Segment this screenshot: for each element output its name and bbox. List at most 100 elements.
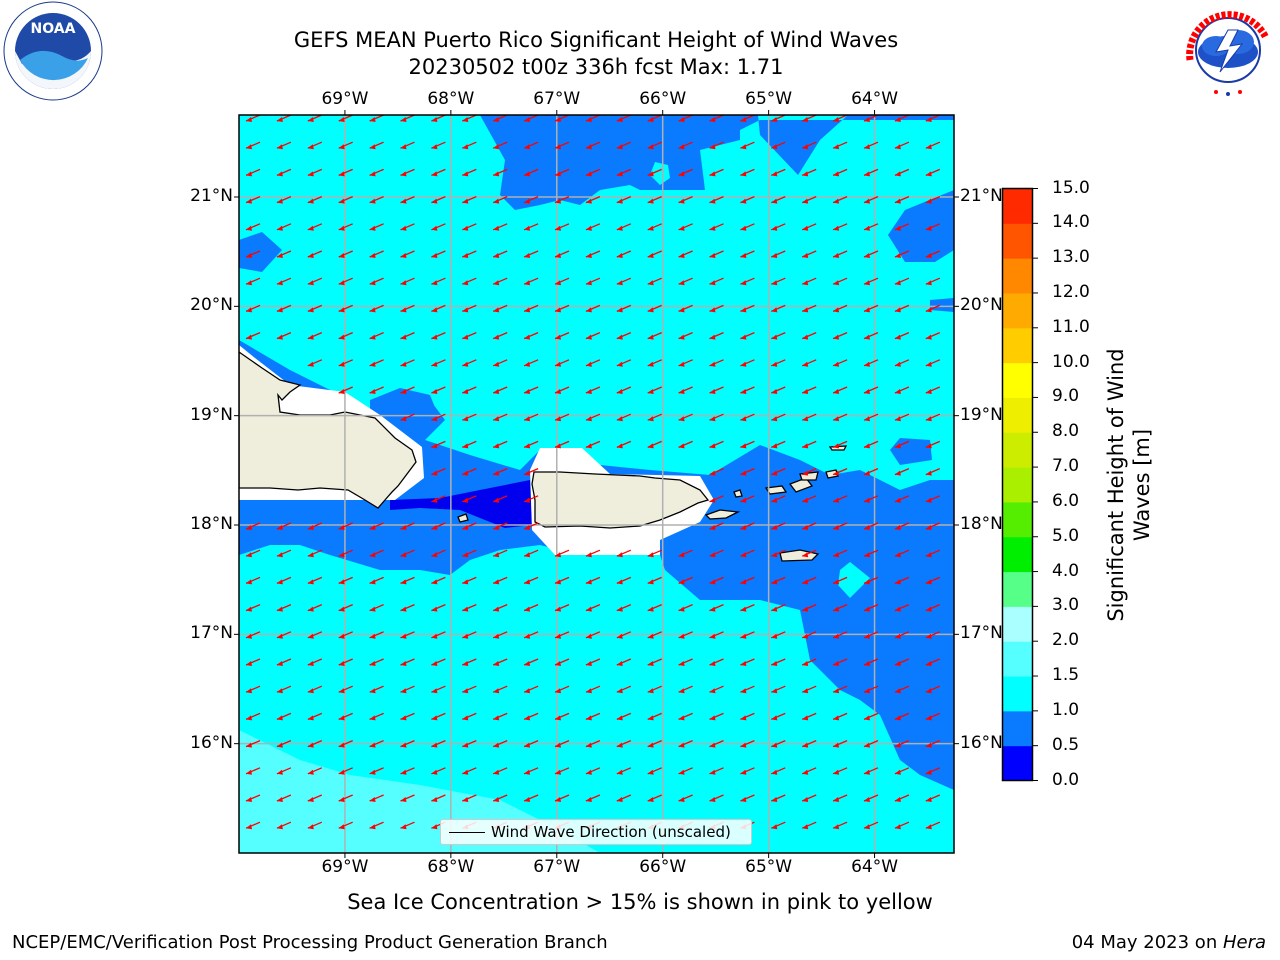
- wave-direction-arrow: [801, 304, 817, 313]
- colorbar-band: [1002, 362, 1033, 398]
- wave-direction-arrow: [276, 332, 292, 340]
- wave-direction-arrow: [709, 740, 724, 748]
- wave-direction-arrow: [338, 304, 353, 313]
- wave-direction-arrow: [616, 712, 632, 721]
- wave-direction-arrow: [801, 576, 817, 585]
- wave-direction-arrow: [369, 576, 384, 585]
- wave-direction-arrow: [585, 658, 601, 666]
- wave-direction-arrow: [245, 549, 261, 558]
- wave-direction-arrow: [801, 196, 817, 204]
- colorbar-tick-label: 6.0: [1052, 490, 1080, 511]
- wave-direction-arrow: [369, 767, 384, 775]
- wave-direction-arrow: [616, 685, 632, 694]
- wave-direction-arrow: [740, 413, 755, 422]
- wave-direction-arrow: [462, 115, 477, 122]
- wave-direction-arrow: [678, 631, 693, 639]
- wave-direction-arrow: [801, 168, 817, 177]
- wave-direction-arrow: [492, 168, 508, 177]
- wave-direction-arrow: [554, 712, 570, 721]
- wave-zone-ne2: [930, 298, 954, 312]
- wave-direction-arrow: [678, 304, 693, 313]
- wave-direction-arrow: [276, 604, 292, 612]
- wave-direction-arrow: [801, 495, 817, 503]
- wave-direction-arrow: [338, 386, 353, 394]
- colorbar-band: [1002, 571, 1033, 607]
- wave-direction-arrow: [554, 604, 570, 612]
- wave-direction-arrow: [400, 631, 415, 639]
- wave-direction-arrow: [771, 712, 786, 721]
- wave-direction-arrow: [647, 576, 662, 585]
- wave-direction-arrow: [894, 576, 910, 585]
- wave-direction-arrow: [832, 685, 848, 694]
- wave-direction-arrow: [832, 413, 848, 422]
- wave-direction-arrow: [616, 277, 632, 286]
- wave-direction-arrow: [554, 794, 570, 802]
- wave-direction-arrow: [585, 631, 601, 639]
- wave-direction-arrow: [462, 631, 477, 639]
- lat-tick-label: 19°N: [190, 404, 233, 425]
- wave-direction-arrow: [832, 440, 848, 449]
- chart-subtitle: 20230502 t00z 336h fcst Max: 1.71: [408, 55, 784, 79]
- wave-direction-arrow: [462, 549, 477, 558]
- wave-direction-arrow: [801, 386, 817, 394]
- wave-direction-arrow: [585, 196, 601, 204]
- wave-direction-arrow: [647, 712, 662, 721]
- wave-direction-arrow: [771, 141, 786, 150]
- wave-direction-arrow: [338, 631, 353, 639]
- noaa-logo-text: NOAA: [31, 21, 76, 37]
- lat-tick-label: 21°N: [960, 186, 1003, 206]
- wave-direction-arrow: [709, 332, 724, 340]
- colorbar-band: [1002, 676, 1033, 712]
- footer-date-text: 04 May 2023 on: [1071, 932, 1223, 953]
- wave-direction-arrow: [431, 196, 446, 204]
- wave-direction-arrow: [554, 413, 570, 422]
- wave-direction-arrow: [585, 332, 601, 340]
- wave-direction-arrow: [276, 250, 292, 258]
- wave-direction-arrow: [647, 332, 662, 340]
- wave-direction-arrow: [369, 359, 384, 367]
- wave-direction-arrow: [492, 386, 508, 394]
- wave-direction-arrow: [431, 740, 446, 748]
- wave-direction-arrow: [523, 712, 539, 721]
- wave-direction-arrow: [523, 604, 539, 612]
- wave-direction-arrow: [894, 413, 910, 422]
- wave-direction-arrow: [740, 168, 755, 177]
- wave-direction-arrow: [616, 250, 632, 258]
- wave-direction-arrow: [647, 196, 662, 204]
- wave-direction-arrow: [585, 712, 601, 721]
- wave-direction-arrow: [338, 712, 353, 721]
- colorbar-tick-label: 4.0: [1052, 560, 1080, 581]
- wave-direction-arrow: [338, 740, 353, 748]
- colorbar-band: [1002, 606, 1033, 642]
- wave-direction-arrow: [616, 115, 632, 122]
- wave-direction-arrow: [771, 277, 786, 286]
- wave-direction-arrow: [307, 277, 323, 286]
- lat-tick-label: 17°N: [960, 623, 1003, 644]
- wave-direction-arrow: [616, 141, 632, 150]
- wave-direction-arrow: [801, 440, 817, 449]
- wave-direction-arrow: [462, 767, 477, 775]
- wave-direction-arrow: [431, 495, 446, 503]
- wave-direction-arrow: [894, 115, 910, 122]
- lat-tick-label: 21°N: [190, 186, 233, 206]
- wave-direction-arrow: [678, 223, 693, 231]
- wave-direction-arrow: [245, 712, 261, 721]
- wave-direction-arrow: [276, 168, 292, 177]
- wave-direction-arrow: [616, 223, 632, 231]
- wave-direction-arrow: [492, 740, 508, 748]
- wave-direction-arrow: [462, 386, 477, 394]
- wave-direction-arrow: [894, 495, 910, 503]
- wave-direction-arrow: [832, 141, 848, 150]
- chart-title: GEFS MEAN Puerto Rico Significant Height…: [293, 28, 899, 52]
- wave-direction-arrow: [832, 740, 848, 748]
- wave-direction-arrow: [400, 549, 415, 558]
- wave-direction-arrow: [492, 631, 508, 639]
- wave-direction-arrow: [585, 250, 601, 258]
- wave-direction-arrow: [585, 576, 601, 585]
- wave-direction-arrow: [462, 359, 477, 367]
- wave-direction-arrow: [307, 115, 323, 122]
- wave-direction-arrow: [400, 821, 415, 830]
- wave-direction-arrow: [771, 468, 786, 476]
- wave-direction-arrow: [554, 386, 570, 394]
- wave-direction-arrow: [276, 767, 292, 775]
